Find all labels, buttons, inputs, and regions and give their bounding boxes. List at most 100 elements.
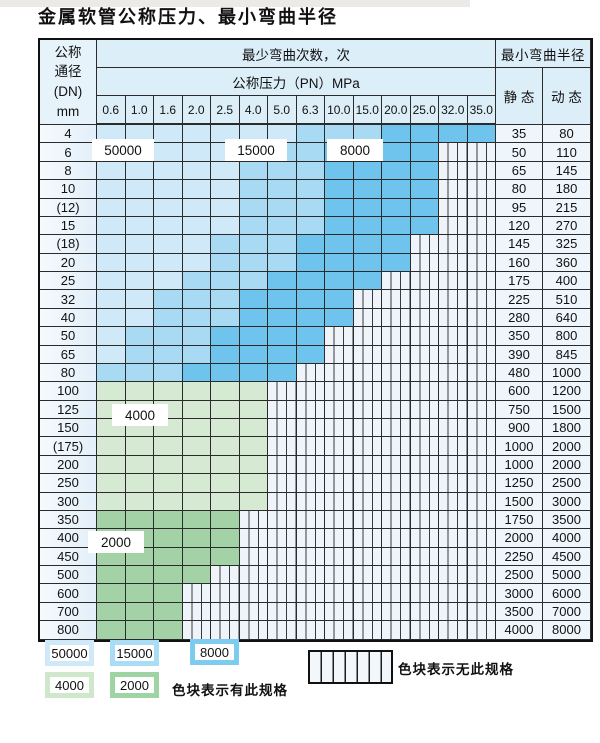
spec-available-cell xyxy=(154,566,183,585)
spec-unavailable-cell xyxy=(239,529,268,548)
legend-swatch-15000: 15000 xyxy=(110,640,159,666)
spec-unavailable-cell xyxy=(439,437,468,456)
spec-available-cell xyxy=(154,584,183,603)
spec-available-cell xyxy=(268,363,297,383)
static-radius-cell: 750 xyxy=(496,400,543,419)
page-title: 金属软管公称压力、最小弯曲半径 xyxy=(38,7,338,28)
spec-unavailable-cell xyxy=(268,529,297,548)
dynamic-radius-cell: 110 xyxy=(543,143,591,162)
dynamic-radius-cell: 3500 xyxy=(543,510,591,530)
spec-unavailable-cell xyxy=(439,474,468,493)
spec-available-cell xyxy=(154,602,183,622)
static-column-header: 静 态 xyxy=(496,68,543,125)
spec-available-cell xyxy=(182,547,211,566)
spec-available-cell xyxy=(125,216,154,236)
spec-unavailable-cell xyxy=(211,602,240,622)
dn-cell: 700 xyxy=(40,602,97,622)
spec-available-cell xyxy=(382,235,411,254)
spec-available-cell xyxy=(182,216,211,236)
zone-label-8000: 8000 xyxy=(327,139,383,161)
spec-unavailable-cell xyxy=(410,566,439,585)
spec-unavailable-cell xyxy=(239,602,268,622)
spec-unavailable-cell xyxy=(353,400,382,419)
spec-available-cell xyxy=(97,161,126,181)
dynamic-radius-cell: 2500 xyxy=(543,474,591,493)
spec-unavailable-cell xyxy=(325,345,354,364)
spec-unavailable-cell xyxy=(382,419,411,438)
spec-available-cell xyxy=(154,272,183,291)
spec-available-cell xyxy=(439,125,468,144)
dn-cell: 6 xyxy=(40,143,97,162)
spec-unavailable-cell xyxy=(439,510,468,530)
spec-unavailable-cell xyxy=(268,400,297,419)
spec-available-cell xyxy=(182,382,211,401)
dynamic-radius-cell: 2000 xyxy=(543,437,591,456)
spec-available-cell xyxy=(268,161,297,181)
spec-unavailable-cell xyxy=(182,584,211,603)
spec-available-cell xyxy=(211,510,240,530)
spec-available-cell xyxy=(211,474,240,493)
dynamic-radius-cell: 215 xyxy=(543,198,591,217)
dn-cell: 200 xyxy=(40,455,97,475)
dynamic-radius-cell: 1200 xyxy=(543,382,591,401)
spec-available-cell xyxy=(296,143,325,162)
spec-available-cell xyxy=(154,143,183,162)
spec-available-cell xyxy=(268,216,297,236)
spec-available-cell xyxy=(154,492,183,511)
legend-swatch-50000: 50000 xyxy=(45,640,94,666)
spec-available-cell xyxy=(125,253,154,272)
spec-available-cell xyxy=(97,180,126,199)
bend-cycles-header: 最少弯曲次数，次 xyxy=(97,40,496,68)
spec-available-cell xyxy=(154,161,183,181)
spec-unavailable-cell xyxy=(296,437,325,456)
pn-header-cell: 4.0 xyxy=(239,96,268,125)
spec-available-cell xyxy=(325,216,354,236)
spec-available-cell xyxy=(211,455,240,475)
spec-available-cell xyxy=(154,180,183,199)
dynamic-radius-cell: 325 xyxy=(543,235,591,254)
spec-unavailable-cell xyxy=(325,602,354,622)
spec-unavailable-cell xyxy=(325,327,354,346)
spec-available-cell xyxy=(182,253,211,272)
dn-cell: 250 xyxy=(40,474,97,493)
spec-unavailable-cell xyxy=(439,492,468,511)
spec-available-cell xyxy=(239,216,268,236)
spec-available-cell xyxy=(296,308,325,328)
spec-available-cell xyxy=(125,382,154,401)
spec-available-cell xyxy=(154,235,183,254)
spec-unavailable-cell xyxy=(296,419,325,438)
spec-available-cell xyxy=(182,529,211,548)
spec-available-cell xyxy=(211,345,240,364)
spec-available-cell xyxy=(154,253,183,272)
legend-swatch-4000: 4000 xyxy=(45,672,94,698)
spec-unavailable-cell xyxy=(353,308,382,328)
spec-unavailable-cell xyxy=(467,161,496,181)
spec-available-cell xyxy=(325,161,354,181)
spec-unavailable-cell xyxy=(268,621,297,640)
spec-unavailable-cell xyxy=(325,584,354,603)
spec-available-cell xyxy=(97,345,126,364)
spec-available-cell xyxy=(410,180,439,199)
dynamic-radius-cell: 1000 xyxy=(543,363,591,383)
dynamic-radius-cell: 80 xyxy=(543,125,591,144)
dynamic-radius-cell: 845 xyxy=(543,345,591,364)
spec-available-cell xyxy=(353,235,382,254)
spec-available-cell xyxy=(125,363,154,383)
static-radius-cell: 35 xyxy=(496,125,543,144)
pn-header-cell: 6.3 xyxy=(296,96,325,125)
spec-available-cell xyxy=(97,474,126,493)
spec-unavailable-cell xyxy=(325,437,354,456)
spec-available-cell xyxy=(125,345,154,364)
spec-available-cell xyxy=(268,253,297,272)
dn-cell: 150 xyxy=(40,419,97,438)
spec-available-cell xyxy=(467,125,496,144)
spec-unavailable-cell xyxy=(382,382,411,401)
spec-unavailable-cell xyxy=(467,272,496,291)
spec-unavailable-cell xyxy=(353,345,382,364)
spec-available-cell xyxy=(325,253,354,272)
spec-unavailable-cell xyxy=(439,602,468,622)
spec-unavailable-cell xyxy=(439,400,468,419)
spec-available-cell xyxy=(125,510,154,530)
spec-unavailable-cell xyxy=(268,510,297,530)
spec-available-cell xyxy=(325,235,354,254)
